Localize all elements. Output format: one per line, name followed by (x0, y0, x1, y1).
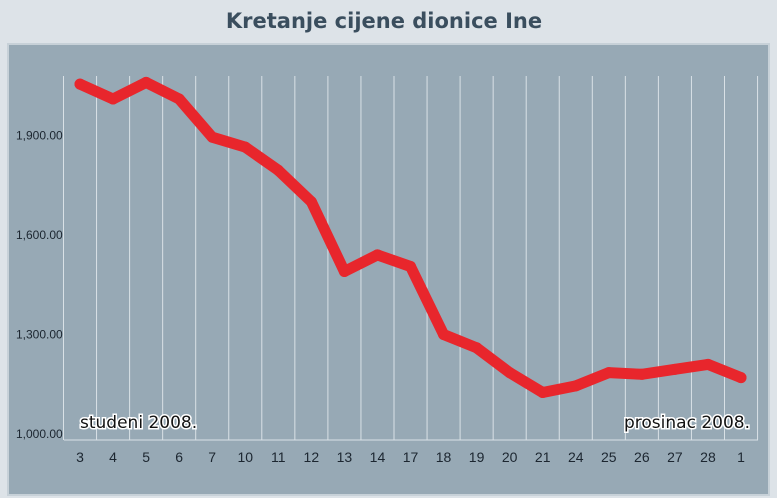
x-tick-label: 25 (601, 449, 617, 465)
y-tick-label: 1,000.00 (16, 427, 63, 441)
y-tick-label: 1,600.00 (16, 228, 63, 242)
x-tick-label: 3 (76, 449, 84, 465)
data-point (371, 249, 383, 261)
x-tick-label: 18 (436, 449, 452, 465)
data-point (206, 131, 218, 143)
y-axis-ticks: 1,000.00 1,300.00 1,600.00 1,900.00 (16, 129, 63, 442)
x-axis-ticks: 3 4 5 6 7 10 11 12 13 14 17 18 19 20 21 24 25 26 27 28 1 (76, 449, 745, 465)
data-point (140, 76, 152, 88)
data-point (603, 367, 615, 379)
data-point (239, 141, 251, 153)
y-tick-label: 1,300.00 (16, 328, 63, 342)
data-point (504, 367, 516, 379)
data-point (305, 196, 317, 208)
data-point (74, 78, 86, 90)
end-period-halo: prosinac 2008. (624, 413, 750, 433)
x-tick-label: 21 (535, 449, 551, 465)
x-tick-label: 24 (568, 449, 584, 465)
x-tick-label: 5 (142, 449, 150, 465)
data-point (735, 372, 747, 384)
x-tick-label: 19 (469, 449, 485, 465)
x-tick-label: 11 (271, 449, 286, 465)
data-point (338, 265, 350, 277)
x-tick-label: 26 (634, 449, 650, 465)
data-point (702, 358, 714, 370)
x-tick-label: 7 (208, 449, 216, 465)
x-tick-label: 28 (700, 449, 716, 465)
data-point (636, 368, 648, 380)
x-tick-label: 27 (667, 449, 683, 465)
data-point (107, 93, 119, 105)
x-tick-label: 14 (370, 449, 386, 465)
data-point (570, 380, 582, 392)
x-tick-label: 13 (337, 449, 353, 465)
series (74, 76, 747, 399)
plot-background (7, 43, 770, 496)
x-tick-label: 17 (403, 449, 419, 465)
data-point (405, 261, 416, 273)
data-point (537, 387, 549, 399)
title-band (0, 0, 777, 42)
data-point (669, 363, 681, 375)
x-tick-label: 10 (237, 449, 253, 465)
start-period-label: studeni 2008. (80, 413, 197, 433)
y-tick-label: 1,900.00 (16, 129, 63, 143)
x-tick-label: 6 (175, 449, 183, 465)
end-period-label: prosinac 2008. (624, 413, 750, 433)
data-point (272, 164, 284, 176)
data-point (471, 342, 483, 354)
x-tick-label: 20 (502, 449, 518, 465)
chart-title: Kretanje cijene dionice Ine (226, 9, 542, 33)
x-tick-label: 1 (737, 449, 745, 465)
x-tick-label: 4 (109, 449, 117, 465)
data-point (173, 93, 185, 105)
data-point (438, 329, 450, 340)
start-period-halo: studeni 2008. (80, 413, 197, 433)
x-tick-label: 12 (304, 449, 320, 465)
